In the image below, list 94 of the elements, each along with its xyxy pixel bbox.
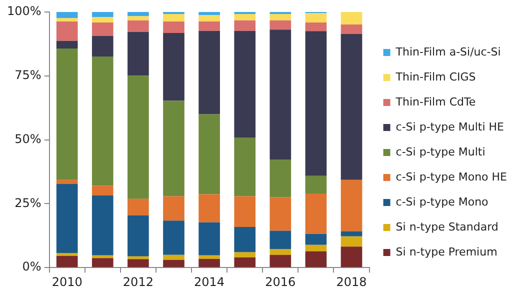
x-tick-label: 2010: [52, 274, 82, 289]
legend-label: c-Si p-type Multi HE: [396, 120, 504, 134]
bar: [234, 20, 256, 31]
bar: [305, 193, 327, 234]
x-tick-label: 2016: [265, 274, 296, 289]
legend-label: Thin-Film CdTe: [394, 95, 476, 108]
bar: [92, 12, 114, 18]
legend-label: Si n-type Premium: [396, 245, 498, 258]
bar: [198, 21, 220, 31]
bar: [234, 196, 256, 227]
bar: [92, 258, 114, 268]
legend-label: Thin-Film a-Si/uc-Si: [394, 45, 501, 58]
legend-label: Si n-type Standard: [396, 220, 498, 234]
bar: [128, 12, 149, 16]
bar: [340, 236, 362, 247]
bar: [92, 36, 114, 56]
bar: [270, 20, 292, 30]
y-tick-label: 100%: [6, 4, 42, 18]
bar: [198, 15, 220, 22]
bar: [305, 31, 327, 176]
bar: [128, 259, 149, 268]
bar: [92, 255, 114, 258]
bar: [56, 48, 78, 180]
bar: [234, 257, 256, 268]
bar: [198, 222, 220, 256]
bar: [56, 21, 78, 41]
bar: [56, 180, 78, 184]
bar: [56, 184, 78, 254]
legend-label: Thin-Film CIGS: [394, 70, 476, 84]
bar: [340, 180, 362, 232]
bar: [198, 258, 220, 268]
y-tick-label: 0%: [22, 260, 42, 274]
bar: [340, 12, 362, 25]
bar: [234, 14, 256, 20]
bar: [198, 30, 220, 114]
bar: [56, 12, 78, 18]
legend-label: c-Si p-type Mono HE: [396, 170, 508, 184]
bar: [305, 234, 327, 245]
bar: [163, 220, 184, 255]
bar: [305, 244, 327, 252]
bar: [198, 194, 220, 222]
y-tick-label: 25%: [14, 196, 42, 210]
bar: [340, 246, 362, 268]
bar: [198, 12, 220, 16]
bar: [198, 255, 220, 259]
bar: [128, 76, 149, 199]
legend-label: c-Si p-type Mono: [396, 195, 489, 208]
bar: [234, 252, 256, 258]
bar: [56, 18, 78, 22]
bar: [163, 260, 184, 268]
bar: [92, 186, 114, 196]
bar: [128, 16, 149, 20]
bar: [340, 24, 362, 34]
bar: [163, 14, 184, 22]
bar: [128, 198, 149, 216]
bar: [270, 230, 292, 249]
bar: [234, 138, 256, 196]
bar: [163, 254, 184, 260]
bar: [305, 22, 327, 32]
bar: [56, 253, 78, 256]
bar: [340, 34, 362, 180]
bar: [92, 22, 114, 36]
y-tick-label: 75%: [14, 68, 42, 82]
bar: [305, 13, 327, 22]
bar: [198, 114, 220, 194]
bar: [163, 196, 184, 221]
bar: [163, 21, 184, 33]
bar: [128, 32, 149, 76]
bar: [128, 20, 149, 32]
x-tick-label: 2018: [336, 274, 367, 289]
legend-label: c-Si p-type Multi: [396, 145, 486, 158]
x-tick-label: 2014: [194, 274, 225, 289]
bar: [56, 40, 78, 49]
bar: [92, 196, 114, 256]
bar: [270, 159, 292, 198]
bar: [340, 231, 362, 236]
bar: [305, 176, 327, 194]
bar: [92, 17, 114, 22]
bar: [270, 248, 292, 255]
bar: [56, 256, 78, 268]
y-tick-label: 50%: [14, 132, 42, 146]
bar: [270, 14, 292, 20]
bar: [270, 197, 292, 231]
bar: [128, 256, 149, 260]
x-tick-label: 2012: [122, 274, 154, 289]
bar: [270, 30, 292, 160]
bar: [270, 254, 292, 268]
bar: [128, 215, 149, 256]
bar: [305, 251, 327, 268]
bar: [163, 100, 184, 196]
bar: [234, 226, 256, 252]
bar: [163, 32, 184, 101]
bar: [234, 30, 256, 138]
bar: [92, 56, 114, 186]
